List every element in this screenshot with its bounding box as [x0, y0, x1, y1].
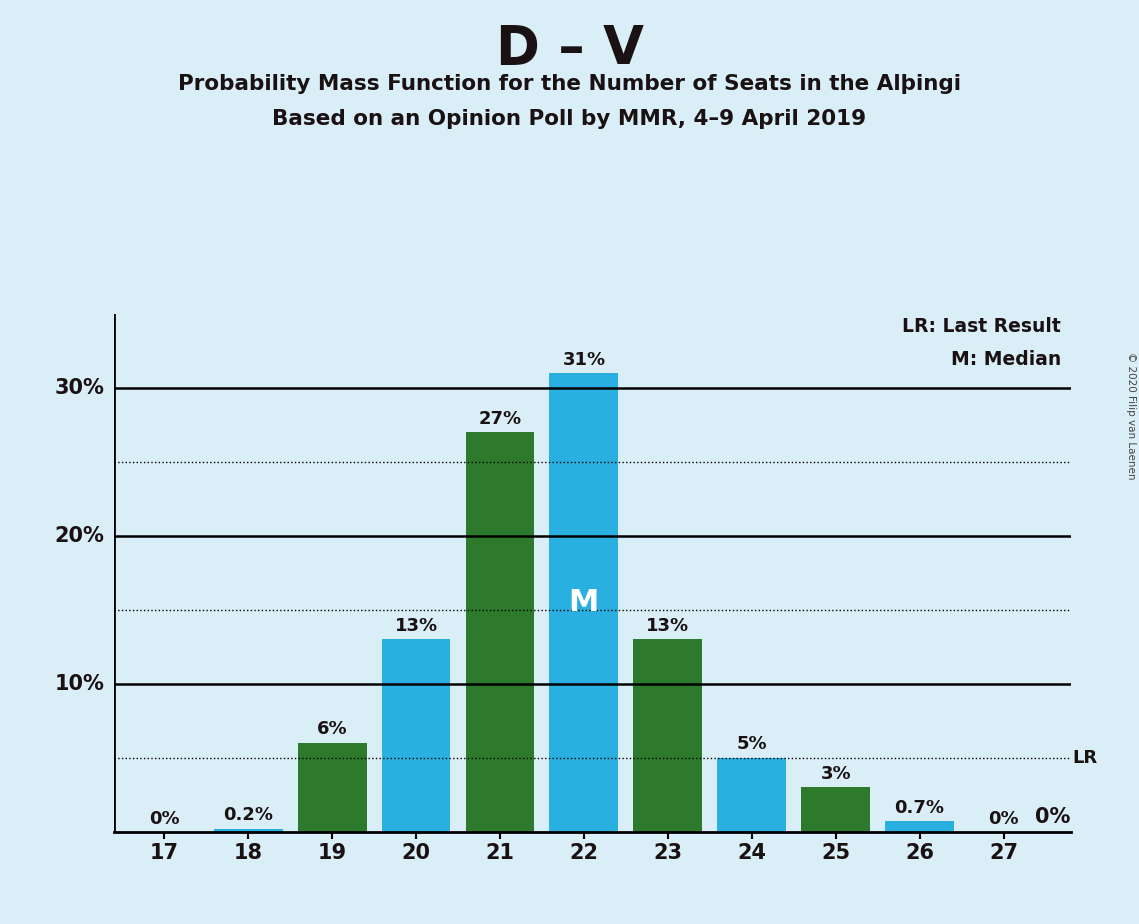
- Text: 5%: 5%: [737, 736, 767, 753]
- Text: Probability Mass Function for the Number of Seats in the Alþingi: Probability Mass Function for the Number…: [178, 74, 961, 94]
- Bar: [466, 432, 534, 832]
- Text: © 2020 Filip van Laenen: © 2020 Filip van Laenen: [1126, 352, 1136, 480]
- Bar: [549, 373, 618, 832]
- Bar: [214, 829, 282, 832]
- Text: 30%: 30%: [55, 378, 105, 398]
- Bar: [801, 787, 870, 832]
- Bar: [718, 758, 786, 832]
- Text: 3%: 3%: [820, 765, 851, 783]
- Text: 10%: 10%: [55, 674, 105, 694]
- Text: 31%: 31%: [563, 351, 606, 369]
- Text: 0%: 0%: [1035, 808, 1071, 827]
- Text: 0.2%: 0.2%: [223, 807, 273, 824]
- Text: 20%: 20%: [55, 526, 105, 546]
- Text: 6%: 6%: [317, 721, 347, 738]
- Text: 27%: 27%: [478, 410, 522, 428]
- Bar: [382, 639, 450, 832]
- Text: D – V: D – V: [495, 23, 644, 75]
- Text: 0.7%: 0.7%: [894, 799, 944, 817]
- Text: LR: Last Result: LR: Last Result: [902, 317, 1062, 335]
- Bar: [885, 821, 954, 832]
- Text: M: M: [568, 588, 599, 617]
- Text: Based on an Opinion Poll by MMR, 4–9 April 2019: Based on an Opinion Poll by MMR, 4–9 Apr…: [272, 109, 867, 129]
- Bar: [297, 743, 367, 832]
- Text: M: Median: M: Median: [951, 350, 1062, 370]
- Text: 0%: 0%: [149, 810, 180, 828]
- Text: LR: LR: [1073, 748, 1098, 767]
- Text: 0%: 0%: [989, 810, 1018, 828]
- Text: 13%: 13%: [646, 617, 689, 635]
- Text: 13%: 13%: [394, 617, 437, 635]
- Bar: [633, 639, 703, 832]
